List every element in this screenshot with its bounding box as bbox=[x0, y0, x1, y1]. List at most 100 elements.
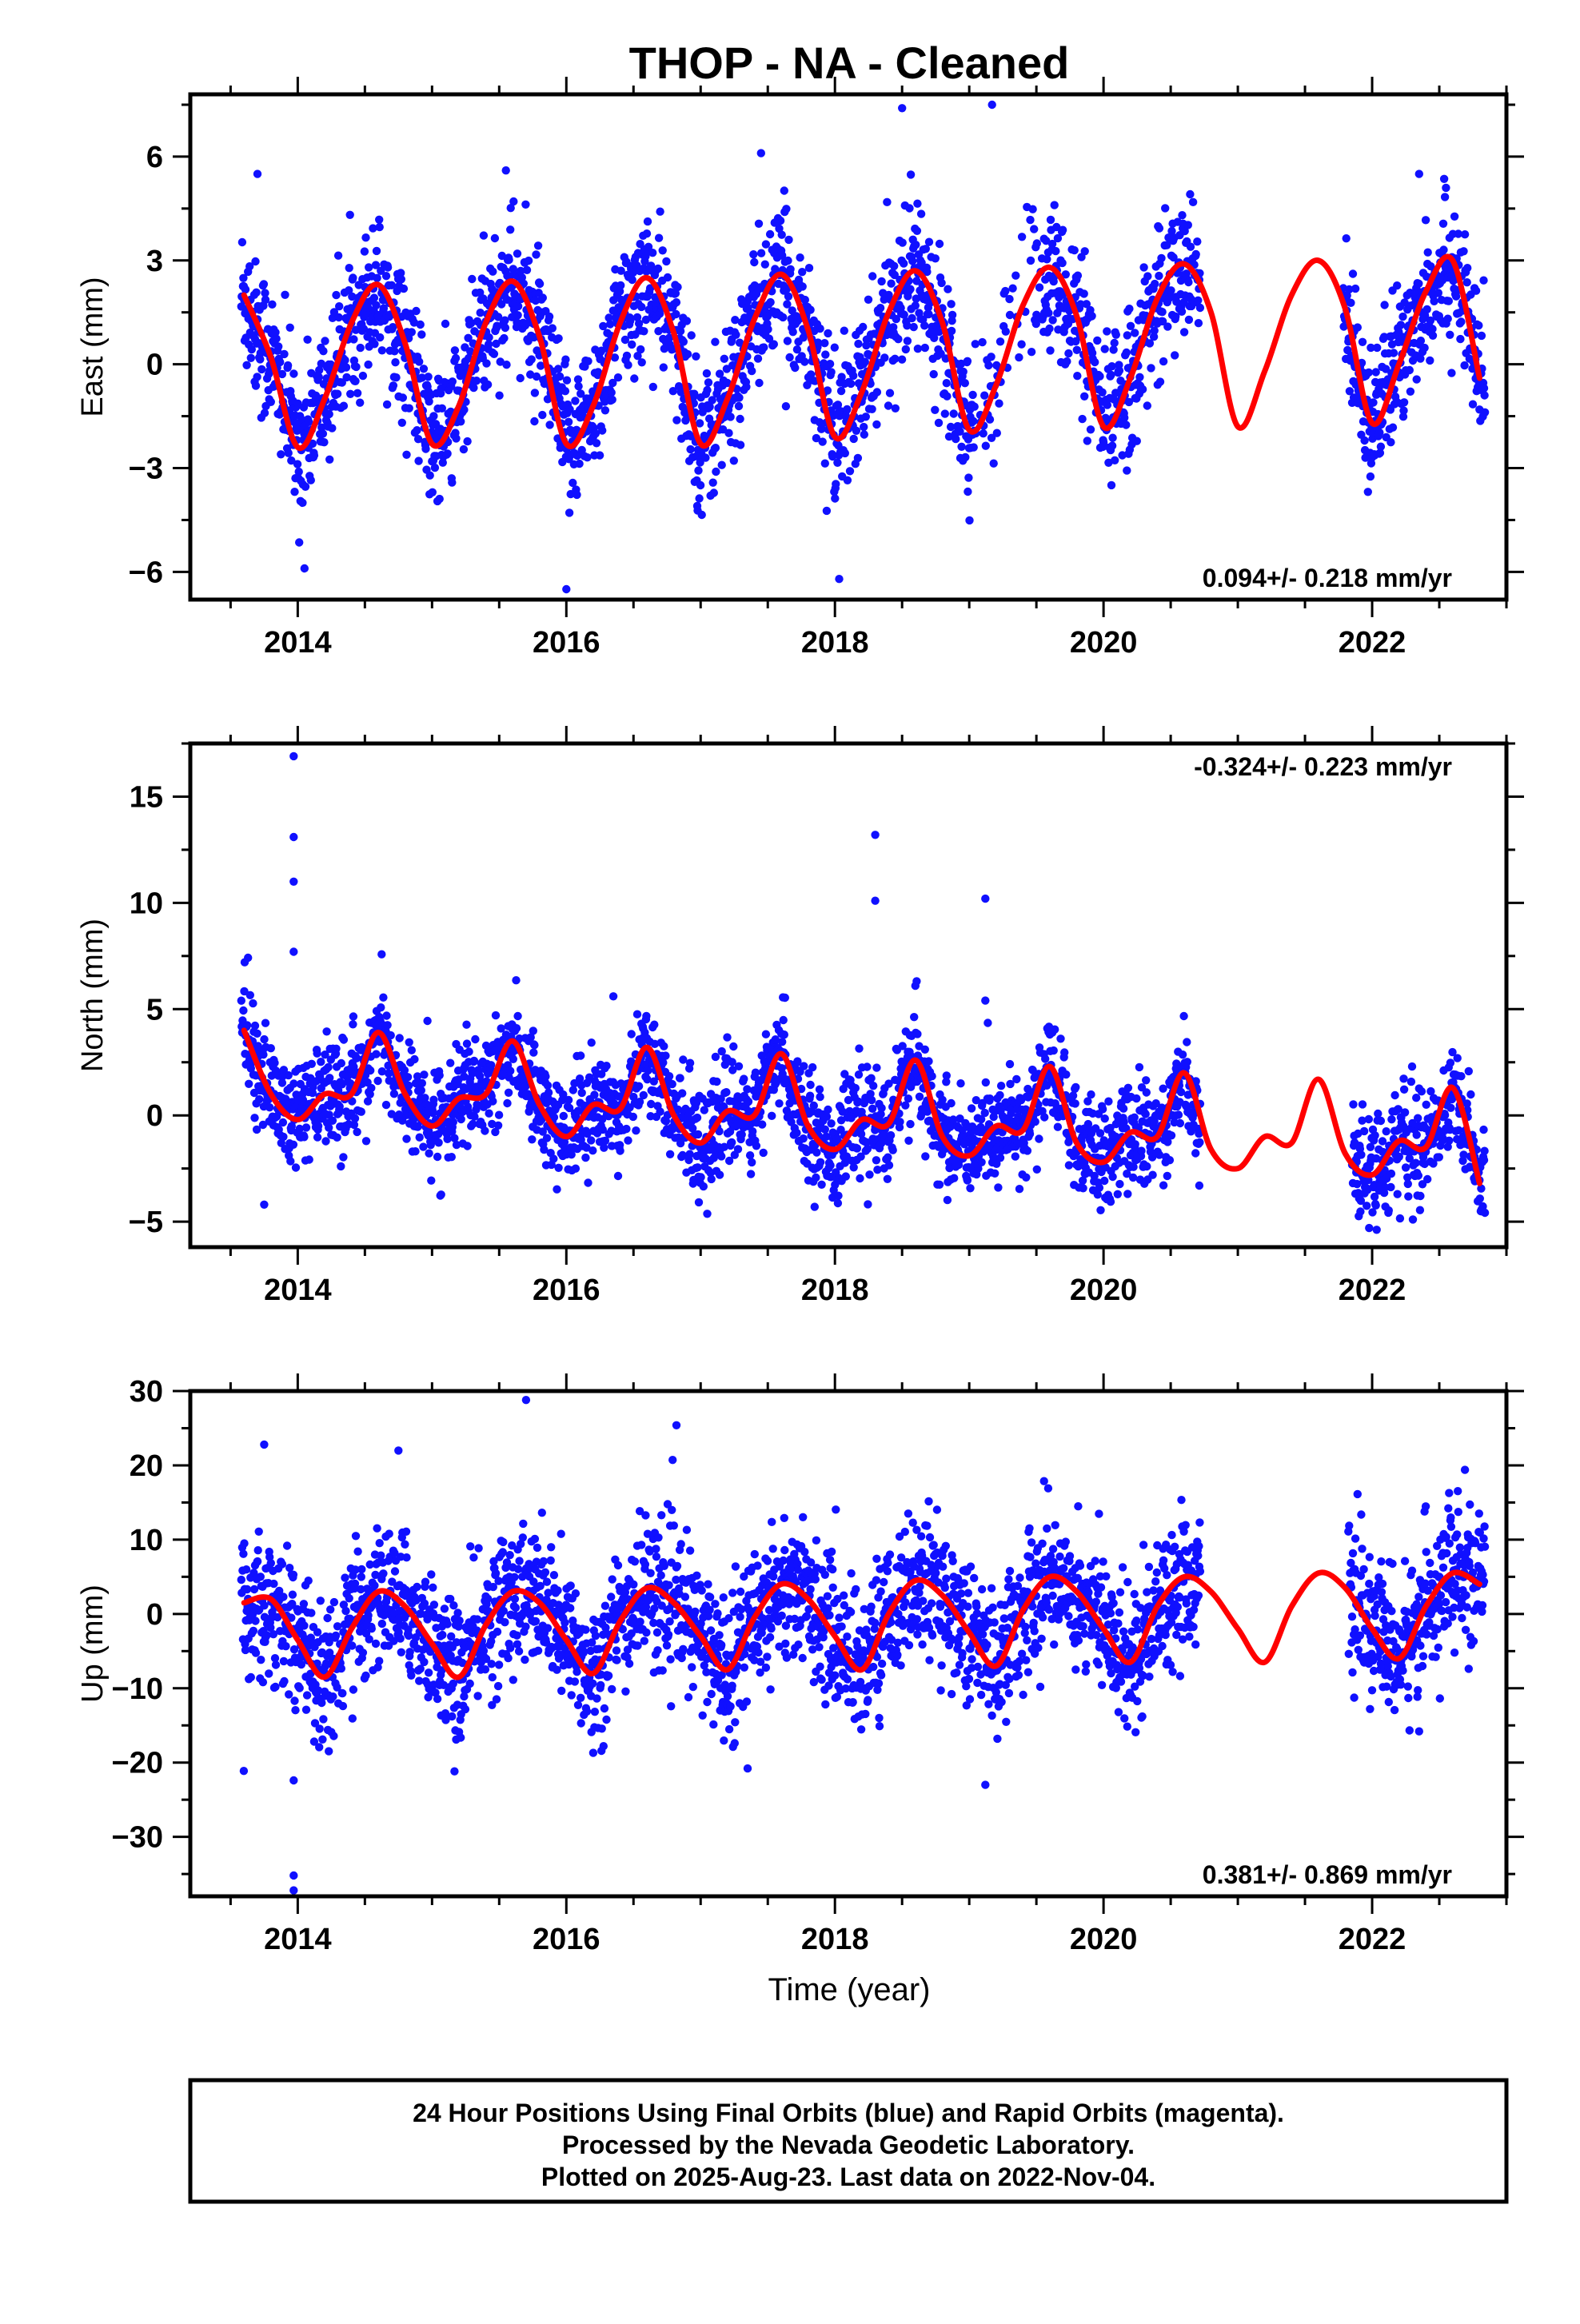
east-point bbox=[530, 417, 538, 425]
east-point bbox=[400, 285, 408, 293]
east-point bbox=[1139, 385, 1147, 393]
north-point bbox=[1035, 1134, 1043, 1142]
east-point bbox=[289, 369, 297, 377]
north-point bbox=[1363, 1202, 1371, 1210]
north-point bbox=[997, 1082, 1005, 1090]
north-point bbox=[678, 1089, 686, 1097]
east-point bbox=[451, 346, 459, 354]
east-point bbox=[637, 303, 645, 311]
east-point bbox=[1439, 220, 1447, 228]
east-point bbox=[536, 280, 544, 288]
east-point bbox=[659, 246, 667, 254]
east-point bbox=[431, 464, 439, 472]
east-point bbox=[782, 205, 790, 213]
north-point bbox=[410, 1055, 418, 1063]
east-point bbox=[872, 421, 880, 429]
north-point bbox=[1033, 1166, 1041, 1174]
north-point bbox=[387, 1031, 395, 1039]
east-point bbox=[1178, 211, 1186, 219]
north-point bbox=[944, 1196, 952, 1204]
east-point bbox=[908, 314, 916, 322]
east-point bbox=[592, 439, 600, 447]
east-point bbox=[726, 413, 734, 421]
north-point bbox=[812, 1148, 820, 1156]
east-point bbox=[1479, 277, 1487, 285]
north-point bbox=[578, 1089, 586, 1097]
north-point bbox=[377, 1003, 385, 1011]
north-point bbox=[462, 1021, 470, 1029]
east-point bbox=[457, 417, 465, 425]
north-point bbox=[668, 1080, 676, 1088]
east-point bbox=[703, 386, 711, 394]
east-point bbox=[859, 323, 867, 331]
east-point bbox=[382, 272, 390, 280]
east-point bbox=[365, 263, 373, 271]
north-point bbox=[996, 1154, 1004, 1162]
east-point bbox=[984, 361, 992, 369]
north-point bbox=[270, 1058, 278, 1066]
east-point bbox=[1193, 237, 1201, 245]
north-point bbox=[910, 1013, 918, 1021]
north-point bbox=[530, 1041, 538, 1049]
east-point bbox=[575, 460, 583, 468]
north-point bbox=[1022, 1174, 1030, 1182]
east-point bbox=[1163, 322, 1171, 330]
east-outlier-point bbox=[757, 149, 765, 157]
north-point bbox=[1041, 1054, 1049, 1062]
east-point bbox=[968, 391, 976, 399]
east-point bbox=[655, 234, 663, 242]
north-point bbox=[512, 976, 520, 984]
east-point bbox=[766, 298, 774, 306]
north-point bbox=[325, 1123, 333, 1131]
north-point bbox=[437, 1190, 445, 1198]
north-point bbox=[324, 1063, 332, 1071]
north-point bbox=[423, 1017, 431, 1025]
east-point bbox=[1131, 329, 1139, 337]
east-point bbox=[325, 456, 333, 464]
north-point bbox=[1104, 1098, 1112, 1106]
north-point bbox=[811, 1202, 819, 1210]
east-point bbox=[947, 300, 955, 308]
east-point bbox=[261, 296, 269, 304]
north-point bbox=[1356, 1207, 1364, 1215]
north-point bbox=[590, 1090, 598, 1098]
east-point bbox=[791, 364, 799, 372]
east-point bbox=[573, 491, 581, 499]
east-point bbox=[664, 273, 672, 281]
north-point bbox=[541, 1072, 549, 1080]
north-point bbox=[884, 1175, 892, 1183]
north-point bbox=[417, 1086, 425, 1094]
east-point bbox=[785, 353, 793, 361]
east-point bbox=[325, 410, 333, 418]
east-point bbox=[754, 354, 762, 362]
north-point bbox=[616, 1146, 624, 1154]
east-point bbox=[1397, 321, 1405, 329]
north-point bbox=[816, 1086, 824, 1094]
east-point bbox=[361, 247, 369, 255]
east-point bbox=[513, 249, 521, 257]
north-point bbox=[463, 1039, 471, 1047]
east-point bbox=[987, 353, 995, 361]
east-point bbox=[965, 516, 973, 524]
north-point bbox=[827, 1119, 835, 1127]
east-point bbox=[718, 461, 726, 469]
north-point bbox=[390, 1090, 398, 1098]
east-point bbox=[460, 445, 468, 453]
east-point bbox=[1195, 319, 1203, 327]
east-point bbox=[980, 392, 988, 400]
north-point bbox=[1142, 1076, 1150, 1084]
east-point bbox=[660, 363, 668, 371]
east-point bbox=[1469, 401, 1477, 409]
north-point bbox=[700, 1182, 708, 1190]
north-point bbox=[1096, 1129, 1104, 1137]
north-point bbox=[587, 1136, 595, 1144]
east-point bbox=[513, 311, 521, 319]
east-point bbox=[1184, 278, 1192, 286]
north-point bbox=[824, 1106, 832, 1114]
north-point bbox=[916, 1093, 924, 1101]
north-point bbox=[339, 1153, 347, 1161]
east-point bbox=[990, 460, 998, 468]
east-point bbox=[1008, 285, 1016, 293]
east-point bbox=[334, 252, 342, 260]
east-point bbox=[452, 434, 460, 442]
